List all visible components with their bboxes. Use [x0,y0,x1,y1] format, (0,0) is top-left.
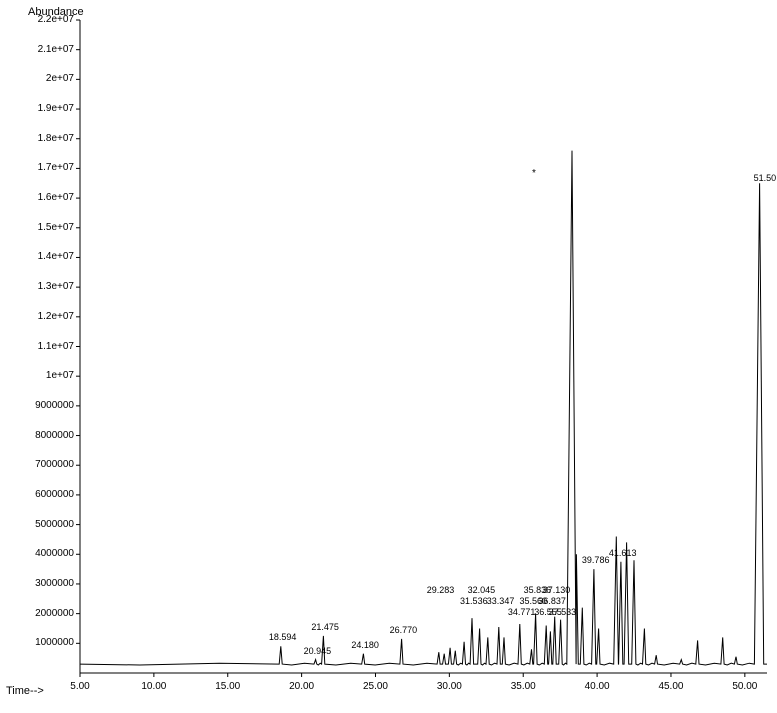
peak-label: 24.180 [351,640,379,650]
peak-label: 36.837 [538,596,566,606]
y-tick-label: 1.5e+07 [14,222,74,233]
peak-label: 34.771 [508,607,536,617]
y-tick-label: 1.2e+07 [14,311,74,322]
peak-label: 21.475 [311,622,339,632]
x-tick-label: 25.00 [363,681,388,692]
y-tick-label: 1.6e+07 [14,192,74,203]
peak-label: 51.50 [754,173,777,183]
y-tick-label: 2e+07 [14,73,74,84]
y-tick-label: 1e+07 [14,370,74,381]
peak-label: 33.347 [487,596,515,606]
chart-svg [0,0,777,713]
y-tick-label: 1.9e+07 [14,103,74,114]
x-tick-label: 50.00 [732,681,757,692]
peak-label: 31.536 [460,596,488,606]
peak-label: 20.945 [304,646,332,656]
y-tick-label: 1.4e+07 [14,251,74,262]
peak-label: 41.613 [609,548,637,558]
peak-label: 39.786 [582,555,610,565]
x-tick-label: 35.00 [511,681,536,692]
peak-label: 29.283 [427,585,455,595]
x-tick-label: 45.00 [658,681,683,692]
extra-marker: * [532,168,536,179]
y-tick-label: 1000000 [14,637,74,648]
y-tick-label: 2.2e+07 [14,14,74,25]
y-tick-label: 1.3e+07 [14,281,74,292]
y-tick-label: 7000000 [14,459,74,470]
x-tick-label: 20.00 [289,681,314,692]
y-tick-label: 1.1e+07 [14,341,74,352]
peak-label: 18.594 [269,632,297,642]
x-tick-label: 40.00 [585,681,610,692]
x-tick-label: 15.00 [215,681,240,692]
y-tick-label: 3000000 [14,578,74,589]
peak-label: 37.130 [543,585,571,595]
chromatogram-chart: AbundanceTime-->100000020000003000000400… [0,0,777,713]
y-tick-label: 5000000 [14,519,74,530]
chromatogram-trace [80,151,767,665]
peak-label: 32.045 [468,585,496,595]
y-tick-label: 2000000 [14,608,74,619]
peak-label: 37.533 [549,607,577,617]
x-tick-label: 30.00 [437,681,462,692]
y-tick-label: 1.8e+07 [14,133,74,144]
y-tick-label: 1.7e+07 [14,162,74,173]
peak-label: 26.770 [390,625,418,635]
x-tick-label: 5.00 [70,681,89,692]
y-tick-label: 2.1e+07 [14,44,74,55]
x-axis-title: Time--> [6,685,44,697]
y-tick-label: 8000000 [14,430,74,441]
y-tick-label: 4000000 [14,548,74,559]
y-tick-label: 6000000 [14,489,74,500]
y-tick-label: 9000000 [14,400,74,411]
x-tick-label: 10.00 [141,681,166,692]
